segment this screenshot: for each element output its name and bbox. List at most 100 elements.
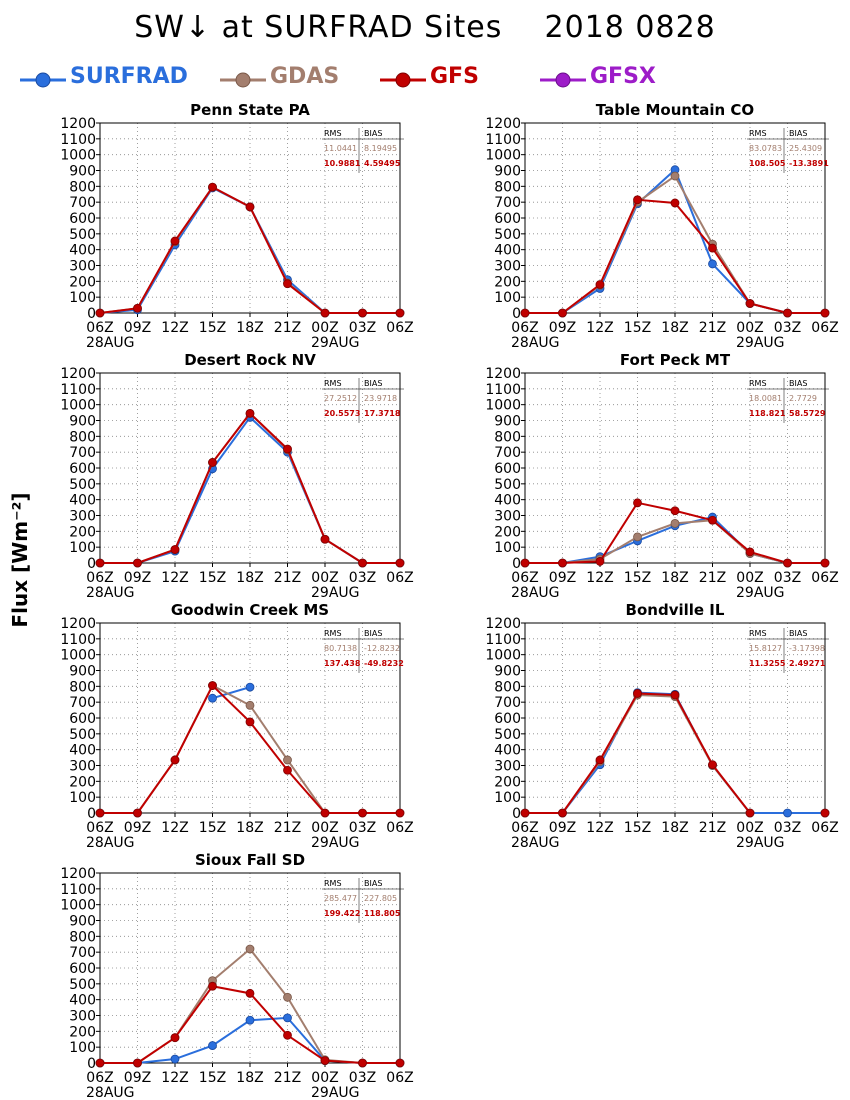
- panel-penn-state-pa: Penn State PA 010020030040050060070080090…: [60, 101, 413, 351]
- y-tick-label: 1000: [485, 398, 521, 414]
- y-tick-label: 1000: [485, 648, 521, 664]
- stats-gdas-bias: 23.9718: [364, 394, 397, 403]
- legend-marker-gdas: [220, 72, 266, 88]
- legend-label-gfs: GFS: [430, 64, 479, 89]
- x-tick-label: 03Z: [349, 1070, 376, 1086]
- y-tick-label: 100: [69, 540, 96, 556]
- y-tick-label: 100: [494, 290, 521, 306]
- y-tick-label: 1200: [60, 366, 96, 382]
- y-tick-label: 300: [494, 759, 521, 775]
- y-tick-label: 200: [494, 774, 521, 790]
- y-tick-label: 200: [494, 274, 521, 290]
- data-point-gfs: [245, 988, 255, 998]
- y-tick-label: 600: [69, 711, 96, 727]
- data-point-gfs: [133, 1058, 142, 1068]
- data-point-gfs: [395, 308, 405, 318]
- y-tick-label: 0: [512, 306, 521, 322]
- y-tick-label: 1100: [60, 382, 96, 398]
- y-tick-label: 100: [69, 290, 96, 306]
- data-point-gfs: [358, 308, 367, 318]
- x-tick-label: 21Z: [699, 820, 726, 836]
- y-tick-label: 700: [494, 445, 521, 461]
- stats-gdas-rms: 27.2512: [324, 394, 357, 403]
- data-point-gfs: [708, 515, 717, 525]
- data-point-gdas: [283, 755, 292, 765]
- data-point-gfs: [245, 202, 255, 212]
- date-label: 29AUG: [736, 835, 785, 851]
- stats-gfs-rms: 10.9881: [324, 159, 361, 168]
- x-tick-label: 00Z: [311, 320, 338, 336]
- data-point-gfs: [320, 808, 330, 818]
- series-line-gdas: [525, 174, 825, 314]
- data-point-gfs: [283, 444, 292, 454]
- series-line-gfs: [100, 411, 400, 564]
- x-tick-label: 12Z: [586, 820, 613, 836]
- stats-header-rms: RMS: [324, 129, 342, 138]
- panel-title: Goodwin Creek MS: [171, 601, 329, 619]
- data-point-gfs: [820, 558, 830, 568]
- y-tick-label: 1200: [60, 616, 96, 632]
- y-tick-label: 700: [69, 445, 96, 461]
- data-point-gfs: [595, 557, 605, 566]
- data-point-surfrad: [170, 1054, 180, 1064]
- data-point-gfs: [95, 308, 105, 318]
- stats-header-bias: BIAS: [789, 629, 807, 638]
- x-tick-label: 21Z: [274, 1070, 301, 1086]
- y-tick-label: 600: [69, 961, 96, 977]
- data-point-surfrad: [783, 808, 792, 818]
- stats-header-rms: RMS: [749, 629, 767, 638]
- data-point-gfs: [133, 303, 142, 313]
- legend-marker-gfs: [380, 72, 426, 88]
- y-tick-label: 700: [69, 195, 96, 211]
- y-tick-label: 1200: [485, 116, 521, 132]
- stats-header-rms: RMS: [749, 129, 767, 138]
- y-tick-label: 700: [494, 195, 521, 211]
- x-tick-label: 18Z: [236, 820, 263, 836]
- x-tick-label: 06Z: [811, 570, 838, 586]
- y-tick-label: 1200: [60, 116, 96, 132]
- chart-title: SW↓ at SURFRAD Sites 2018 0828: [134, 10, 716, 45]
- data-point-gfs: [595, 755, 605, 765]
- x-tick-label: 18Z: [661, 320, 688, 336]
- stats-gfs-bias: 4.59495: [364, 159, 401, 168]
- y-tick-label: 1100: [60, 132, 96, 148]
- data-point-gfs: [745, 299, 755, 308]
- x-tick-label: 12Z: [161, 570, 188, 586]
- data-point-gfs: [95, 1058, 105, 1068]
- y-tick-label: 400: [69, 493, 96, 509]
- x-tick-label: 18Z: [661, 820, 688, 836]
- series-line-gfs: [525, 198, 825, 314]
- data-point-surfrad: [208, 693, 217, 703]
- y-tick-label: 900: [69, 914, 96, 930]
- data-point-surfrad: [708, 259, 717, 269]
- data-point-gfs: [320, 308, 330, 318]
- y-tick-label: 300: [69, 1009, 96, 1025]
- series-line-surfrad: [212, 686, 251, 700]
- y-tick-label: 900: [69, 164, 96, 180]
- stats-gdas-rms: 11.0441: [324, 144, 357, 153]
- y-tick-label: 200: [494, 524, 521, 540]
- data-point-surfrad: [245, 682, 255, 692]
- x-tick-label: 03Z: [349, 320, 376, 336]
- stats-gdas-rms: 18.0081: [749, 394, 782, 403]
- data-point-gfs: [520, 558, 530, 568]
- stats-gfs-rms: 199.422: [324, 909, 360, 918]
- stats-gfs-bias: 58.5729: [789, 409, 826, 418]
- y-tick-label: 800: [494, 179, 521, 195]
- stats-header-rms: RMS: [749, 379, 767, 388]
- stats-gdas-rms: 80.7138: [324, 644, 357, 653]
- y-tick-label: 0: [512, 556, 521, 572]
- y-tick-label: 400: [69, 993, 96, 1009]
- y-tick-label: 1100: [485, 382, 521, 398]
- y-tick-label: 800: [494, 679, 521, 695]
- y-tick-label: 500: [69, 477, 96, 493]
- stats-gdas-bias: -3.17398: [789, 644, 825, 653]
- stats-gdas-bias: 25.4309: [789, 144, 822, 153]
- x-tick-label: 21Z: [274, 820, 301, 836]
- data-point-gfs: [670, 198, 680, 208]
- data-point-gfs: [283, 1030, 292, 1040]
- stats-gfs-rms: 11.3255: [749, 659, 786, 668]
- y-tick-label: 500: [494, 477, 521, 493]
- y-tick-label: 800: [69, 179, 96, 195]
